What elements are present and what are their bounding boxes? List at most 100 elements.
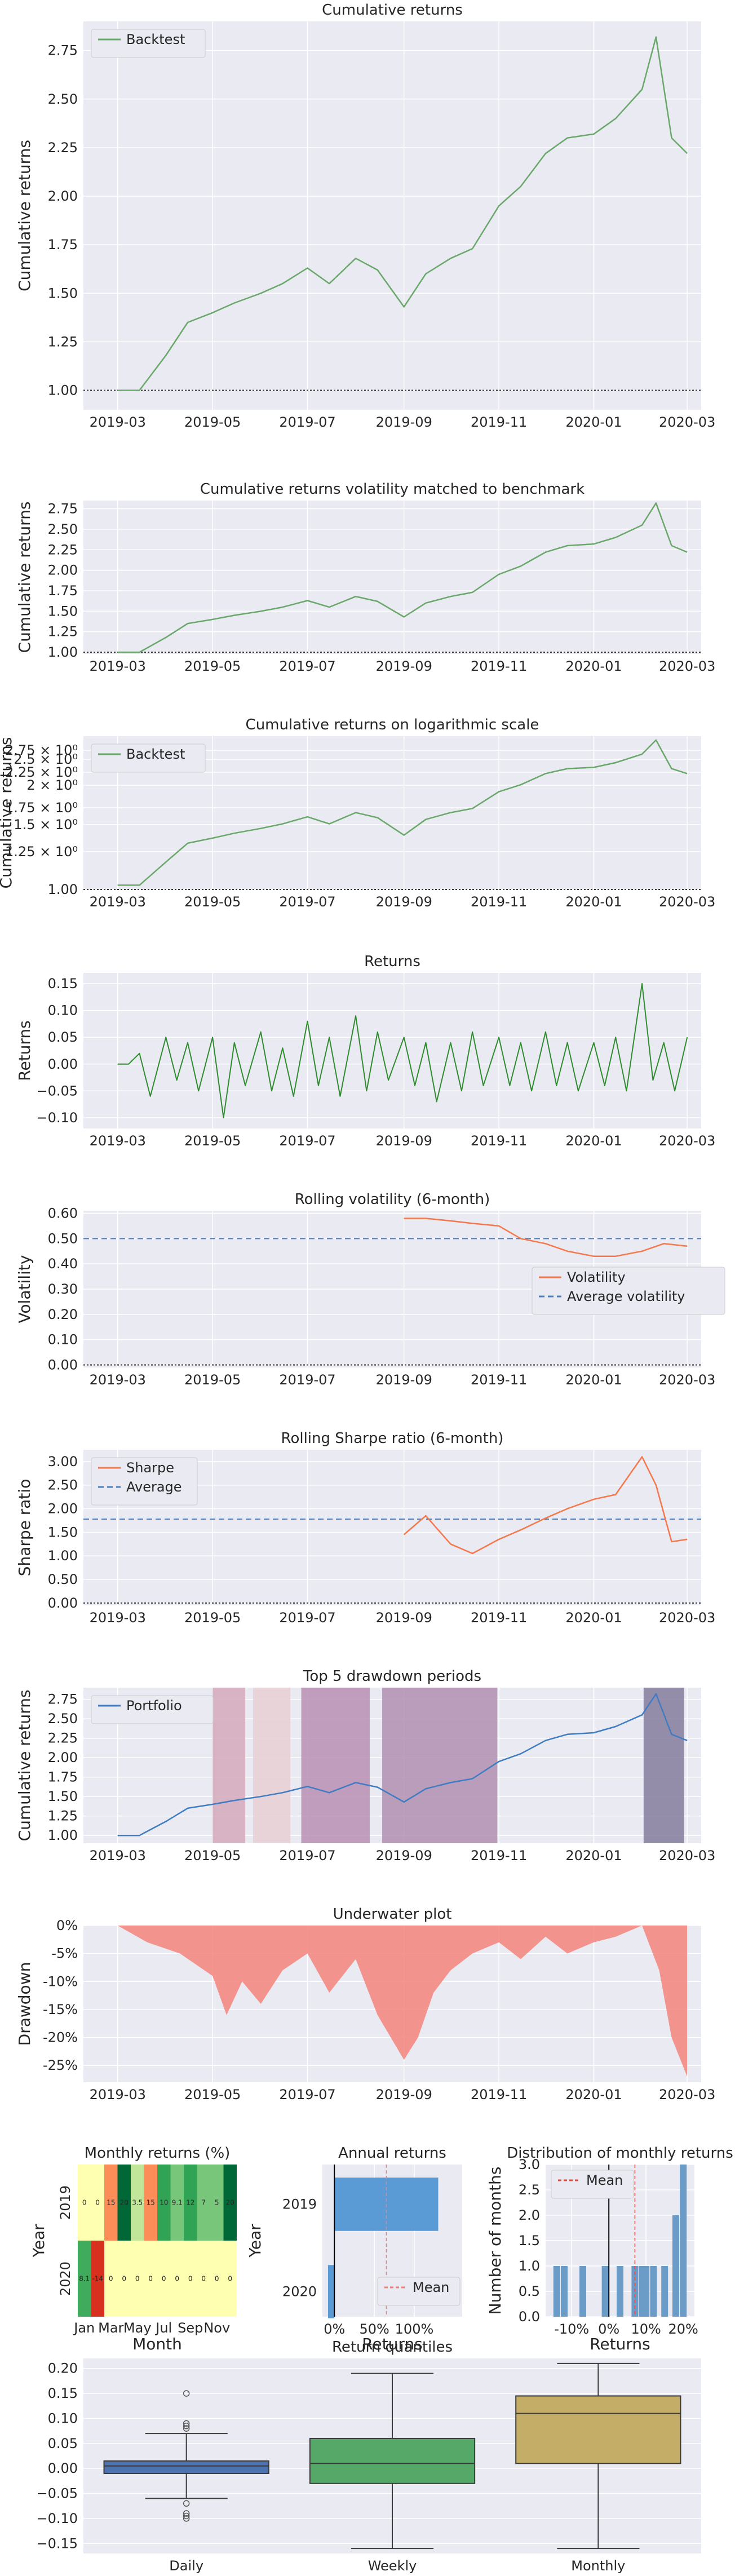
x-tick-label: 2019-11: [471, 414, 527, 430]
heatmap-col-label: May: [123, 2320, 152, 2336]
heatmap-cell: [91, 2241, 104, 2317]
y-tick-label: 2.50: [48, 521, 78, 537]
x-tick-label: 2019-05: [184, 414, 241, 430]
x-tick-label: 2019-09: [376, 1372, 432, 1388]
y-tick-label: 1.50: [48, 1524, 78, 1540]
y-tick-label: 2.25: [48, 140, 78, 156]
x-tick-label: 2019-09: [376, 414, 432, 430]
chart-top-drawdown-periods: 2019-03 2019-05 2019-07 2019-09 2019-11 2020-…: [15, 1668, 715, 1864]
x-tick-label: 2019-11: [471, 658, 527, 674]
outlier-point: [183, 2510, 190, 2517]
x-tick-label: 50%: [359, 2321, 389, 2337]
x-tick-label: 2020-03: [659, 1133, 715, 1149]
x-tick-label: 2019-05: [184, 894, 241, 910]
outlier-point: [183, 2425, 190, 2432]
chart-title: Distribution of monthly returns: [507, 2145, 733, 2162]
legend-box: [91, 743, 206, 773]
histogram-bar: [553, 2266, 560, 2317]
x-tick-label: 2019-05: [184, 1372, 241, 1388]
x-tick-label: 2019-11: [471, 1133, 527, 1149]
x-tick-label: 2019-03: [90, 894, 146, 910]
x-tick-label: 2019-09: [376, 658, 432, 674]
histogram-bar: [561, 2266, 568, 2317]
legend-label: Average volatility: [567, 1289, 685, 1304]
legend-label: Average: [126, 1479, 182, 1495]
heatmap-row-label: 2020: [57, 2261, 73, 2296]
y-tick-label: 1.50: [48, 285, 78, 301]
heatmap-cell: [210, 2241, 224, 2317]
y-tick-label: 1.00: [48, 1548, 78, 1564]
plot-area: [83, 973, 701, 1128]
heatmap-col-label: Mar: [98, 2320, 123, 2336]
y-tick-label: 0.00: [48, 1056, 78, 1072]
y-tick-label: 1.00: [48, 383, 78, 399]
x-tick-label: 2020-01: [565, 1133, 622, 1149]
y-tick-label: 0.20: [48, 1307, 78, 1322]
legend-label: Sharpe: [126, 1460, 174, 1476]
x-tick-label: 2019-03: [90, 1610, 146, 1626]
quantile-box: [103, 2460, 269, 2475]
heatmap-cell: [104, 2165, 118, 2241]
y-tick-label: 1.50: [48, 603, 78, 619]
x-tick-label: 2020-01: [565, 1848, 622, 1864]
outlier-point: [183, 2500, 190, 2507]
y-tick-label: -10%: [43, 1973, 78, 1989]
outlier-point: [183, 2423, 190, 2429]
y-tick-label: 2.75: [48, 1692, 78, 1707]
histogram-bar: [650, 2266, 657, 2317]
histogram-bar: [680, 2165, 687, 2317]
heatmap-cell: [144, 2165, 157, 2241]
legend-box: [91, 1457, 198, 1506]
chart-annual-returns: Annual returns 0% 50% 100% 2019 2020 Mean Retur…: [246, 2145, 462, 2353]
heatmap-cell-label: 7: [201, 2199, 206, 2207]
heatmap-cell: [117, 2241, 131, 2317]
y-tick-label: 3.0: [519, 2157, 540, 2172]
heatmap-cell-label: 0: [188, 2275, 193, 2283]
x-tick-label: 2020-01: [565, 1610, 622, 1626]
y-tick-label: 2.5 × 10⁰: [14, 751, 78, 767]
series-line: [117, 36, 688, 391]
y-tick-label: 2.00: [48, 563, 78, 578]
y-tick-label: 1.50: [48, 1789, 78, 1804]
x-tick-label: 2019-07: [279, 894, 335, 910]
x-tick-label: 2020-03: [659, 658, 715, 674]
x-tick-label: 2020-01: [565, 1372, 622, 1388]
legend-box: [91, 29, 206, 58]
x-tick-label: 2019-03: [90, 1848, 146, 1864]
y-tick-label: 1.25: [48, 334, 78, 349]
heatmap-col-label: Jul: [154, 2320, 172, 2336]
x-tick-label: 2019-05: [184, 1848, 241, 1864]
x-tick-label: 2020-01: [565, 414, 622, 430]
heatmap-cell: [170, 2241, 184, 2317]
y-tick-label: −0.05: [36, 1083, 78, 1099]
x-tick-label: 2019-09: [376, 894, 432, 910]
chart-returns: 2019-03 2019-05 2019-07 2019-09 2019-11 2020-…: [15, 953, 715, 1149]
heatmap-cell: [144, 2241, 157, 2317]
quantile-box: [515, 2395, 681, 2464]
x-axis-label: Returns: [590, 2335, 650, 2353]
y-tick-label: 2.25 × 10⁰: [5, 764, 78, 780]
heatmap-cell-label: 0: [162, 2275, 166, 2283]
x-tick-label: 2019-05: [184, 1133, 241, 1149]
chart-title: Cumulative returns on logarithmic scale: [246, 716, 539, 733]
series-line: [117, 739, 688, 886]
legend-label: Mean: [413, 2280, 449, 2295]
legend-label: Backtest: [126, 32, 185, 47]
histogram-bar: [661, 2266, 668, 2317]
x-tick-label: -10%: [554, 2321, 589, 2337]
y-tick-label: 1.0: [519, 2258, 540, 2274]
x-tick-label: 2020-03: [659, 414, 715, 430]
heatmap-cell: [157, 2241, 171, 2317]
y-tick-label: -15%: [43, 2002, 78, 2017]
heatmap-cell: [117, 2165, 131, 2241]
heatmap-cell-label: 0: [228, 2275, 232, 2283]
y-tick-label: 0.15: [48, 976, 78, 992]
legend-label: Mean: [586, 2172, 623, 2188]
heatmap-cell: [78, 2241, 91, 2317]
y-tick-label: 1.75: [48, 237, 78, 253]
y-tick-label: 0.50: [48, 1231, 78, 1246]
y-tick-label: 2 × 10⁰: [26, 777, 78, 793]
heatmap-cell: [223, 2241, 237, 2317]
y-axis-label: Cumulative returns: [15, 502, 34, 653]
y-tick-label: 3.00: [48, 1454, 78, 1470]
